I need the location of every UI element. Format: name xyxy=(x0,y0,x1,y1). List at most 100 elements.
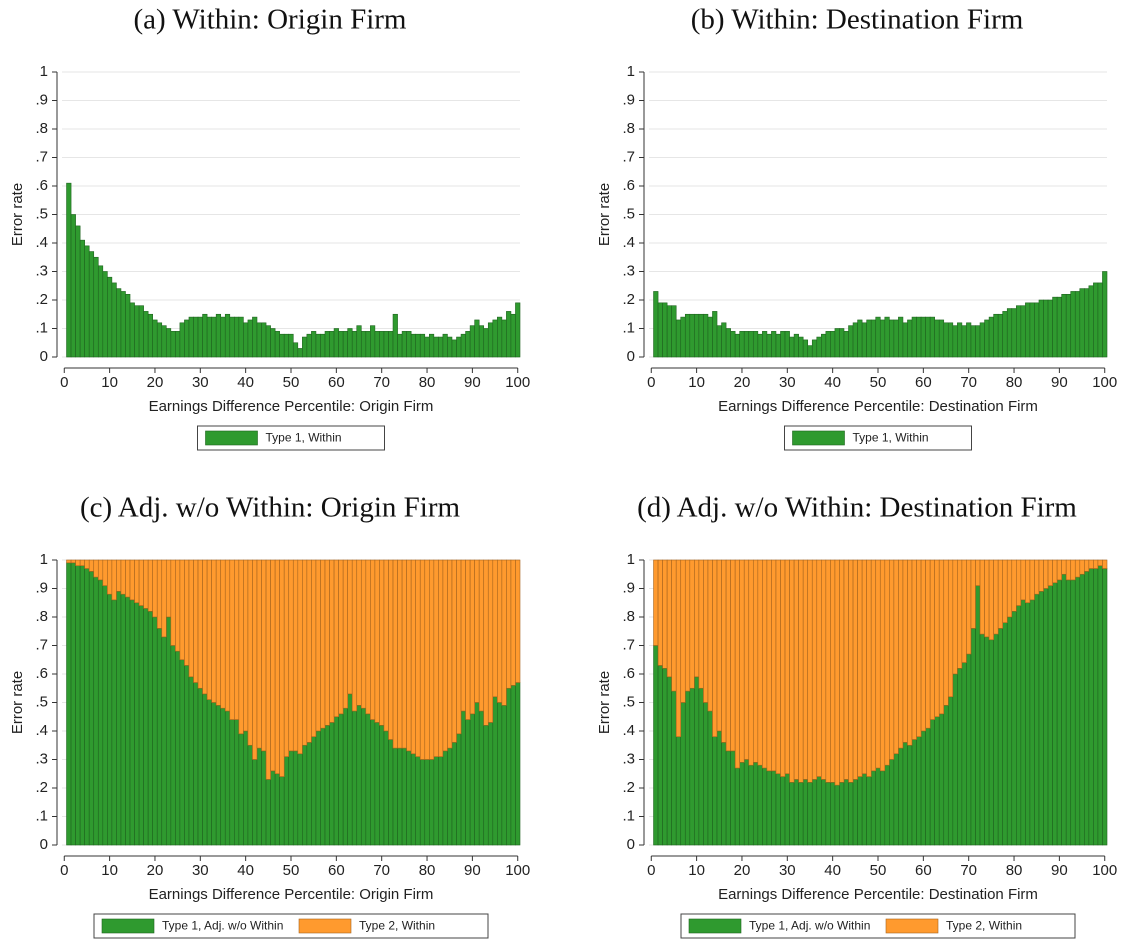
bar xyxy=(830,559,836,783)
bar xyxy=(916,316,922,358)
panel: (d) Adj. w/o Within: Destination Firm Err… xyxy=(596,492,1117,939)
bar xyxy=(188,559,194,678)
bar xyxy=(988,316,994,358)
y-tick-label: .7 xyxy=(35,636,48,653)
bar xyxy=(680,316,686,358)
bar xyxy=(433,336,439,358)
y-axis-label: Error rate xyxy=(596,671,613,734)
y-tick-label: .7 xyxy=(35,148,48,165)
x-axis-label: Earnings Difference Percentile: Destinat… xyxy=(718,886,1038,903)
bar xyxy=(843,779,849,846)
bar xyxy=(666,676,672,846)
x-tick-label: 10 xyxy=(688,862,705,879)
bar xyxy=(247,744,253,846)
bar xyxy=(1020,305,1026,358)
bar xyxy=(666,305,672,358)
bar xyxy=(342,331,348,358)
bar xyxy=(197,316,203,358)
bar xyxy=(861,559,867,775)
bar xyxy=(766,333,772,358)
bar xyxy=(1102,568,1108,846)
bar xyxy=(1079,288,1085,358)
bar xyxy=(75,559,81,566)
bar xyxy=(957,668,963,846)
bar xyxy=(938,559,945,715)
bar xyxy=(252,559,258,760)
legend-swatch xyxy=(205,430,258,446)
bar xyxy=(138,305,144,358)
bar xyxy=(825,559,831,783)
bar xyxy=(469,713,475,846)
x-tick-label: 30 xyxy=(779,374,796,391)
bar xyxy=(925,559,931,729)
x-tick-label: 70 xyxy=(960,862,977,879)
bar xyxy=(866,776,872,846)
bar xyxy=(1034,593,1040,846)
bar xyxy=(125,293,131,358)
bar xyxy=(129,559,135,601)
bar xyxy=(238,316,244,358)
bar xyxy=(979,633,985,846)
bar xyxy=(329,559,335,723)
bar xyxy=(243,559,249,732)
bar xyxy=(497,702,503,846)
bar xyxy=(1093,559,1099,569)
bar xyxy=(884,316,890,358)
bar xyxy=(451,742,457,846)
bar xyxy=(1084,559,1090,572)
x-tick-label: 20 xyxy=(734,374,751,391)
bar xyxy=(1065,579,1072,846)
bar xyxy=(66,562,72,846)
bar xyxy=(1084,571,1090,846)
bar xyxy=(789,336,795,358)
x-tick-label: 40 xyxy=(237,862,254,879)
y-tick-label: .9 xyxy=(622,579,635,596)
y-tick-label: .4 xyxy=(35,234,48,251)
bar xyxy=(684,690,691,846)
bar xyxy=(138,605,144,846)
bar xyxy=(70,562,76,846)
bar xyxy=(947,322,954,358)
bar xyxy=(902,322,908,358)
bar xyxy=(1047,299,1053,358)
bar xyxy=(1065,559,1072,581)
bar xyxy=(256,747,262,846)
bar xyxy=(392,559,398,749)
y-tick-label: .3 xyxy=(622,750,635,767)
bar xyxy=(129,302,135,358)
bar xyxy=(333,559,339,718)
bar xyxy=(365,559,371,715)
bar xyxy=(134,305,140,358)
bar xyxy=(997,559,1004,629)
bar xyxy=(898,747,904,846)
legend-label: Type 1, Within xyxy=(266,431,342,445)
y-tick-label: .8 xyxy=(622,608,635,625)
bar xyxy=(515,302,521,358)
bar xyxy=(1061,293,1067,358)
bar xyxy=(152,616,158,846)
bar xyxy=(902,742,908,846)
bar xyxy=(501,705,507,846)
panel-title: (d) Adj. w/o Within: Destination Firm xyxy=(637,492,1077,524)
bar xyxy=(1043,299,1049,358)
bar xyxy=(752,331,759,358)
bar xyxy=(193,316,199,358)
bar xyxy=(419,559,426,760)
bar xyxy=(184,319,190,358)
bar xyxy=(347,559,353,695)
bar xyxy=(447,747,453,846)
x-tick-label: 100 xyxy=(505,862,530,879)
bar xyxy=(852,779,858,846)
bar xyxy=(134,602,140,846)
bar xyxy=(215,559,222,706)
bar xyxy=(1029,599,1035,846)
bar xyxy=(125,559,131,598)
bar xyxy=(784,331,790,358)
bar xyxy=(1025,302,1031,358)
bar xyxy=(1011,559,1017,612)
y-tick-label: .2 xyxy=(622,779,635,796)
bar xyxy=(839,328,845,358)
y-axis-label: Error rate xyxy=(596,183,613,246)
bar xyxy=(138,559,144,606)
